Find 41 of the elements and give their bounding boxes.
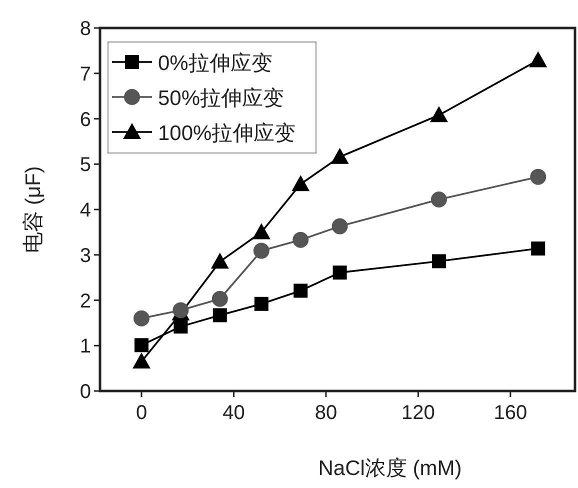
y-tick-label: 5 [80,154,91,176]
point [210,252,229,269]
y-tick-label: 6 [80,108,91,131]
point [212,290,228,307]
point [212,308,227,322]
y-tick-label: 3 [80,244,91,267]
point [292,232,309,248]
point [132,352,151,369]
point [531,242,546,256]
point [134,310,150,326]
y-tick-label: 7 [80,63,91,86]
legend-label: 0%拉伸应变 [158,52,272,75]
y-tick-label: 4 [80,200,91,222]
point [253,242,270,259]
x-tick-label: 40 [222,402,245,424]
legend-label: 100%拉伸应变 [158,122,296,145]
y-tick-label: 2 [80,290,91,312]
point [254,296,268,311]
y-tick-label: 8 [80,18,91,40]
point [529,51,548,68]
point [294,284,308,298]
point [430,192,447,208]
y-axis-title: 电容 (μF) [22,166,45,253]
legend-label: 50%拉伸应变 [158,87,284,110]
y-tick-label: 1 [80,336,91,358]
y-tick-label: 0 [80,381,91,403]
x-axis-title: NaCl浓度 (mM) [318,457,462,480]
point [134,338,149,352]
x-tick-label: 0 [136,402,148,424]
point [432,254,446,268]
point [430,106,448,122]
point [330,148,349,164]
x-tick-label: 80 [314,402,338,424]
point [292,175,310,192]
point [332,266,347,280]
x-tick-label: 120 [402,402,435,424]
x-tick-label: 160 [494,402,528,424]
point [252,223,270,240]
point [530,168,546,185]
point [332,218,348,234]
point [174,320,188,334]
